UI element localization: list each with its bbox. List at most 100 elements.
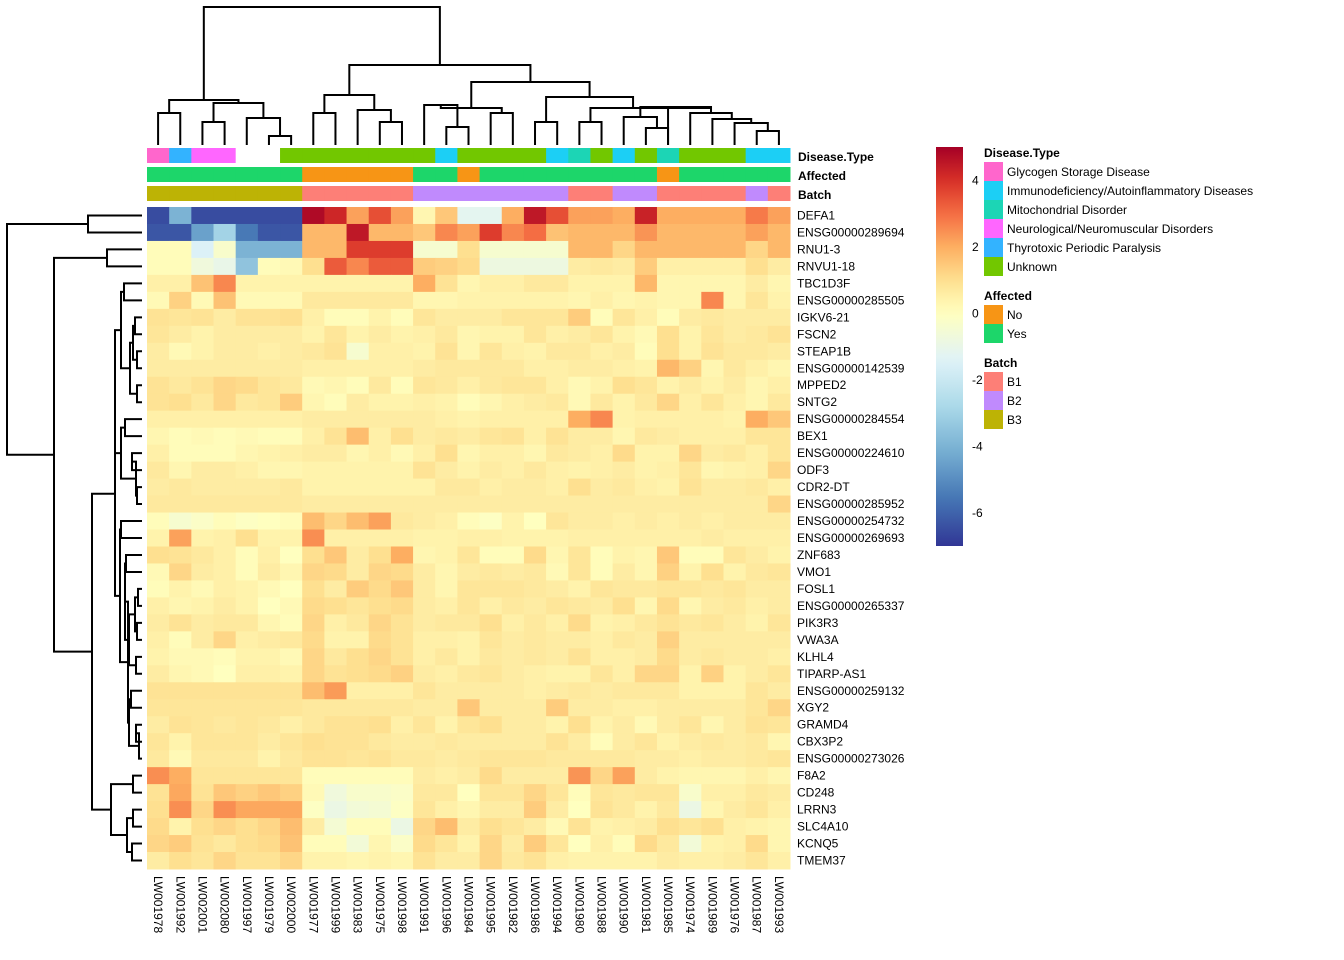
heatmap-cell	[501, 461, 525, 480]
heatmap-cell	[590, 512, 614, 531]
heatmap-cell	[745, 818, 769, 836]
annotation-cell-disease	[479, 148, 503, 163]
heatmap-cell	[302, 682, 325, 700]
heatmap-cell	[213, 207, 237, 225]
heatmap-cell	[723, 207, 747, 225]
heatmap-cell	[390, 461, 414, 480]
heatmap-cell	[213, 818, 237, 836]
heatmap-cell	[723, 427, 747, 446]
heatmap-cell	[745, 410, 769, 429]
heatmap-cell	[634, 682, 658, 700]
heatmap-cell	[280, 207, 303, 225]
heatmap-cell	[501, 648, 525, 666]
heatmap-cell	[634, 563, 658, 581]
heatmap-cell	[745, 512, 769, 531]
heatmap-cell	[280, 223, 303, 242]
heatmap-cell	[235, 461, 259, 480]
heatmap-cell	[235, 359, 259, 378]
row-label: ENSG00000224610	[797, 446, 905, 460]
heatmap-cell	[501, 580, 525, 598]
heatmap-cell	[324, 835, 348, 853]
heatmap-cell	[634, 274, 658, 293]
heatmap-cell	[169, 648, 192, 666]
heatmap-cell	[457, 257, 481, 276]
annotation-cell-batch	[457, 186, 481, 201]
heatmap-cell	[745, 750, 769, 768]
heatmap-cell	[501, 818, 525, 836]
heatmap-cell	[213, 665, 237, 683]
heatmap-cell	[346, 648, 370, 666]
heatmap-cell	[302, 818, 325, 836]
heatmap-cell	[280, 342, 303, 361]
heatmap-cell	[679, 733, 702, 751]
heatmap-cell	[235, 427, 259, 446]
heatmap-cell	[235, 546, 259, 564]
heatmap-cell	[656, 818, 680, 836]
heatmap-cell	[457, 699, 481, 717]
heatmap-cell	[701, 444, 724, 463]
heatmap-cell	[346, 835, 370, 853]
heatmap-cell	[612, 665, 636, 683]
heatmap-cell	[346, 852, 370, 870]
heatmap-cell	[479, 835, 503, 853]
heatmap-cell	[546, 410, 569, 429]
heatmap-cell	[546, 427, 569, 446]
row-dendrogram-branch	[130, 689, 142, 709]
heatmap-cell	[413, 767, 436, 785]
heatmap-cell	[191, 461, 215, 480]
heatmap-cell	[191, 393, 215, 412]
heatmap-cell	[324, 784, 348, 802]
heatmap-cell	[191, 207, 215, 225]
heatmap-cell	[235, 207, 259, 225]
heatmap-cell	[147, 461, 170, 480]
heatmap-cell	[147, 563, 170, 581]
heatmap-cell	[390, 393, 414, 412]
heatmap-cell	[479, 342, 503, 361]
heatmap-cell	[523, 359, 547, 378]
heatmap-cell	[656, 529, 680, 547]
heatmap-cell	[191, 325, 215, 344]
heatmap-cell	[324, 444, 348, 463]
heatmap-cell	[435, 512, 458, 531]
heatmap-cell	[590, 648, 614, 666]
annotation-cell-disease	[523, 148, 547, 163]
heatmap-cell	[413, 699, 436, 717]
heatmap-cell	[413, 665, 436, 683]
heatmap-cell	[413, 614, 436, 632]
heatmap-cell	[612, 801, 636, 819]
heatmap-cell	[723, 767, 747, 785]
heatmap-cell	[767, 597, 791, 615]
heatmap-cell	[457, 461, 481, 480]
heatmap-cell	[523, 376, 547, 395]
heatmap-cell	[257, 699, 281, 717]
heatmap-cell	[679, 835, 702, 853]
heatmap-cell	[324, 529, 348, 547]
heatmap-cell	[679, 682, 702, 700]
column-label: LW001994	[550, 876, 564, 933]
heatmap-cell	[590, 427, 614, 446]
row-label: XGY2	[797, 701, 829, 715]
heatmap-cell	[745, 240, 769, 259]
heatmap-cell	[368, 767, 392, 785]
heatmap-cell	[390, 308, 414, 327]
heatmap-cell	[457, 818, 481, 836]
heatmap-cell	[701, 580, 724, 598]
heatmap-cell	[745, 631, 769, 649]
heatmap-cell	[634, 546, 658, 564]
heatmap-cell	[169, 767, 192, 785]
heatmap-cell	[634, 580, 658, 598]
row-label: ENSG00000269693	[797, 531, 905, 545]
heatmap-cell	[213, 257, 237, 276]
heatmap-cell	[612, 495, 636, 514]
heatmap-cell	[257, 716, 281, 734]
annotation-cell-disease	[257, 148, 281, 163]
annotation-cell-batch	[634, 186, 658, 201]
heatmap-cell	[368, 835, 392, 853]
heatmap-cell	[235, 835, 259, 853]
heatmap-cell	[368, 852, 392, 870]
heatmap-cell	[302, 665, 325, 683]
dendrogram-branch	[423, 104, 459, 145]
heatmap-cell	[701, 614, 724, 632]
heatmap-cell	[257, 648, 281, 666]
heatmap-cell	[612, 818, 636, 836]
